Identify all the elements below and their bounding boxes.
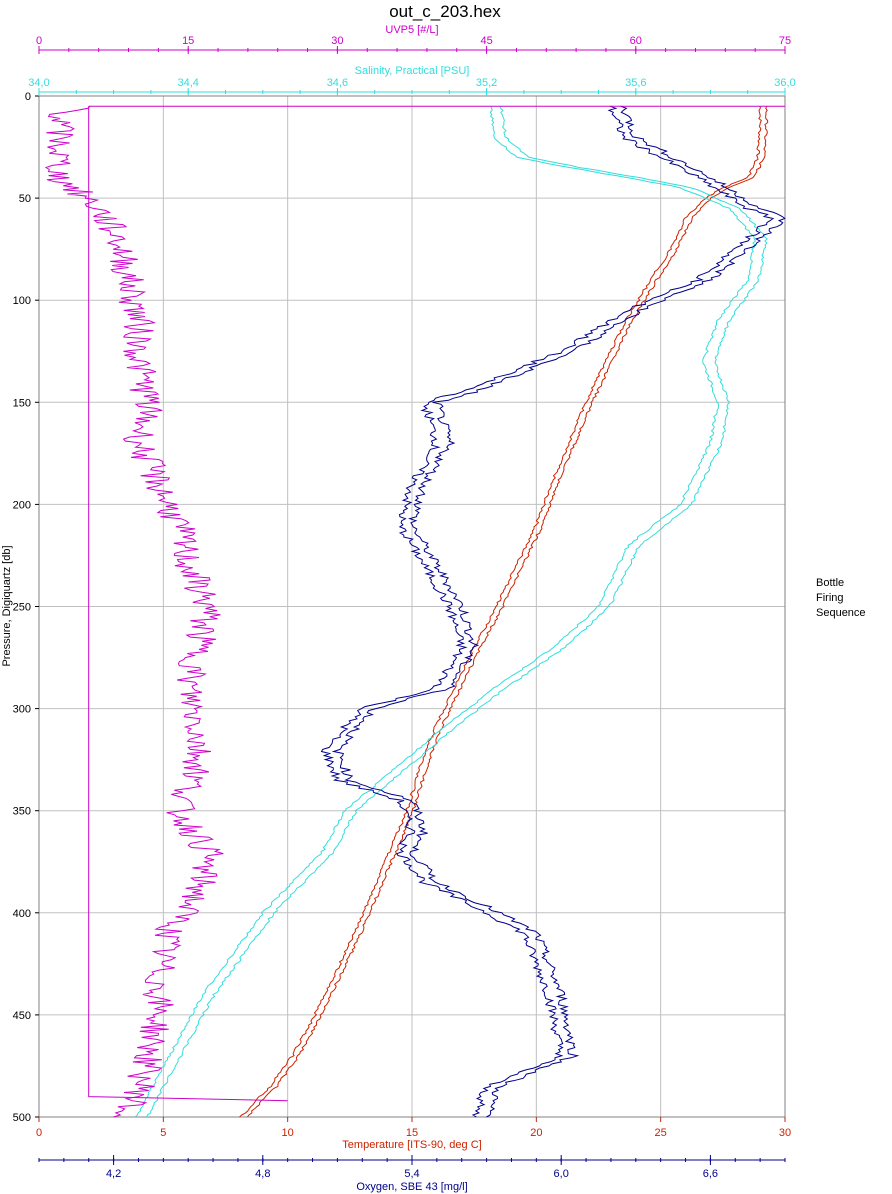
uvp5-tick-label: 45 [480,35,492,47]
temperature-tick-label: 0 [36,1127,42,1139]
uvp5-tick-label: 60 [630,35,642,47]
oxygen-tick-label: 4,8 [255,1168,270,1180]
oxygen-tick-label: 6,6 [703,1168,718,1180]
temperature-line [239,106,762,1118]
pressure-tick-label: 0 [25,91,31,103]
pressure-tick-label: 100 [13,295,31,307]
temperature-tick-label: 10 [282,1127,294,1139]
uvp5-axis-label: UVP5 [#/L] [385,24,438,36]
temperature-tick-label: 5 [160,1127,166,1139]
salinity-tick-label: 35,2 [476,77,497,89]
pressure-tick-label: 250 [13,602,31,614]
uvp5-tick-label: 15 [182,35,194,47]
uvp5-line [44,105,224,1118]
uvp5-tick-label: 0 [36,35,42,47]
series-group [44,105,786,1118]
pressure-tick-label: 450 [13,1010,31,1022]
temperature-tick-label: 25 [655,1127,667,1139]
side-label-line-2: Firing [816,592,844,604]
temperature-tick-label: 15 [406,1127,418,1139]
pressure-tick-label: 500 [13,1112,31,1124]
oxygen-line-cast-2 [331,105,786,1118]
pressure-axis-label: Pressure, Digiquartz [db] [1,545,13,666]
salinity-line-cast-2 [146,106,768,1118]
pressure-tick-label: 300 [13,704,31,716]
uvp5-tick-label: 30 [331,35,343,47]
oxygen-tick-label: 6,0 [554,1168,569,1180]
salinity-tick-label: 35,6 [625,77,646,89]
side-label-line-1: Bottle [816,577,844,589]
uvp5-tick-label: 75 [779,35,791,47]
temperature-line-cast-2 [247,105,769,1118]
salinity-tick-label: 34,0 [28,77,49,89]
oxygen-axis-label: Oxygen, SBE 43 [mg/l] [356,1181,467,1193]
salinity-tick-label: 34,4 [177,77,198,89]
temperature-tick-label: 20 [530,1127,542,1139]
temperature-tick-label: 30 [779,1127,791,1139]
pressure-tick-label: 200 [13,499,31,511]
salinity-tick-label: 34,6 [327,77,348,89]
oxygen-line [320,105,775,1118]
salinity-axis-label: Salinity, Practical [PSU] [355,65,470,77]
pressure-tick-label: 350 [13,806,31,818]
pressure-tick-label: 50 [19,193,31,205]
salinity-tick-label: 36,0 [774,77,795,89]
pressure-tick-label: 150 [13,397,31,409]
chart-title: out_c_203.hex [389,2,501,21]
oxygen-tick-label: 4,2 [106,1168,121,1180]
salinity-line [134,106,757,1118]
side-label-line-3: Sequence [816,607,866,619]
bottle-firing-line [88,106,288,1102]
temperature-axis-label: Temperature [ITS-90, deg C] [342,1139,481,1151]
oxygen-tick-label: 5,4 [404,1168,419,1180]
pressure-tick-label: 400 [13,908,31,920]
